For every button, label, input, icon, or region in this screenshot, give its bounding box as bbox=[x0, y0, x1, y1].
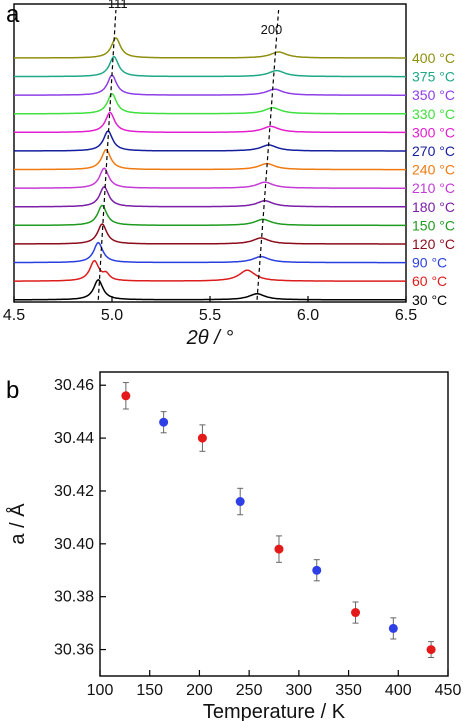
x-tick-label: 350 bbox=[335, 682, 362, 699]
trace-line bbox=[14, 259, 406, 282]
data-point bbox=[235, 497, 245, 507]
y-tick-label: 30.36 bbox=[54, 642, 94, 659]
trace-label: 270 °C bbox=[412, 143, 455, 159]
x-tick-label: 250 bbox=[236, 682, 263, 699]
trace-label: 240 °C bbox=[412, 162, 455, 178]
x-tick-label: 4.5 bbox=[3, 307, 25, 324]
panel-letter-b: b bbox=[6, 377, 19, 404]
y-tick-label: 30.46 bbox=[54, 377, 94, 394]
data-point bbox=[121, 391, 131, 401]
data-point bbox=[274, 544, 284, 554]
x-axis-title: 2θ / ° bbox=[186, 327, 234, 349]
panel-b-plot: 100 150 200 250 300 350 400 450 30.36 30.38 30.40 3… bbox=[6, 371, 462, 721]
trace-label: 180 °C bbox=[412, 199, 455, 215]
trace-line bbox=[14, 111, 406, 134]
data-point bbox=[351, 608, 361, 618]
trace-label: 400 °C bbox=[412, 50, 455, 66]
trace-line bbox=[14, 223, 406, 245]
data-point bbox=[312, 565, 322, 575]
x-tick-label: 5.5 bbox=[199, 307, 221, 324]
trace-label: 350 °C bbox=[412, 87, 455, 103]
trace-line bbox=[14, 37, 406, 59]
trace-line bbox=[14, 55, 406, 78]
y-tick-label: 30.44 bbox=[54, 430, 94, 447]
y-axis-title: a / Å bbox=[6, 503, 29, 545]
trace-label: 30 °C bbox=[412, 292, 447, 308]
trace-label: 90 °C bbox=[412, 255, 447, 271]
y-tick-label: 30.40 bbox=[54, 536, 94, 553]
panel-a-plot: 30 °C 60 °C 90 °C 120 °C 150 °C 180 °C 210 °C 2… bbox=[3, 0, 455, 349]
x-tick-label: 100 bbox=[87, 682, 114, 699]
trace-line bbox=[14, 185, 406, 208]
peak-label: 111 bbox=[108, 0, 128, 11]
trace-line bbox=[14, 241, 406, 264]
x-tick-label: 400 bbox=[385, 682, 412, 699]
x-tick-label: 5.0 bbox=[101, 307, 123, 324]
data-point bbox=[426, 645, 436, 655]
data-point bbox=[159, 417, 169, 427]
trace-line bbox=[14, 74, 406, 96]
peak-guide-line bbox=[256, 9, 280, 300]
x-tick-label: 300 bbox=[286, 682, 313, 699]
plot-frame-b bbox=[99, 371, 449, 677]
trace-line bbox=[14, 167, 406, 189]
trace-line bbox=[14, 92, 406, 115]
trace-label: 210 °C bbox=[412, 180, 455, 196]
trace-label: 300 °C bbox=[412, 124, 455, 140]
x-axis-title: Temperature / K bbox=[203, 701, 346, 721]
peak-label: 200 bbox=[261, 22, 283, 37]
plot-frame-a bbox=[13, 3, 407, 303]
trace-label: 150 °C bbox=[412, 217, 455, 233]
trace-label: 120 °C bbox=[412, 236, 455, 252]
data-point bbox=[388, 623, 398, 633]
y-tick-label: 30.38 bbox=[54, 589, 94, 606]
x-tick-label: 6.0 bbox=[297, 307, 319, 324]
x-tick-label: 150 bbox=[136, 682, 163, 699]
trace-label: 375 °C bbox=[412, 69, 455, 85]
trace-label: 60 °C bbox=[412, 273, 447, 289]
peak-guide-line bbox=[97, 9, 117, 300]
x-tick-label: 6.5 bbox=[395, 307, 417, 324]
x-tick-label: 200 bbox=[186, 682, 213, 699]
trace-line bbox=[14, 204, 406, 227]
x-tick-label: 450 bbox=[435, 682, 462, 699]
y-tick-label: 30.42 bbox=[54, 483, 94, 500]
data-point bbox=[197, 433, 207, 443]
trace-line bbox=[14, 130, 406, 152]
panel-letter-a: a bbox=[6, 1, 20, 28]
trace-line bbox=[14, 148, 406, 171]
trace-label: 330 °C bbox=[412, 106, 455, 122]
